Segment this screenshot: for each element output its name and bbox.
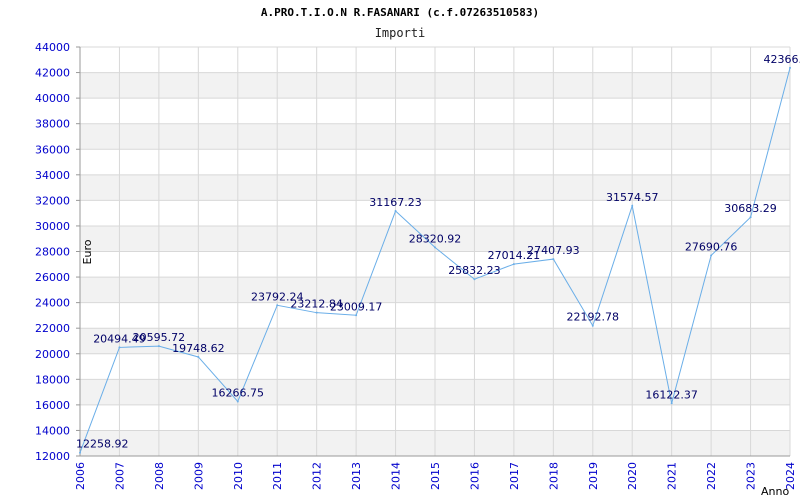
y-tick-label: 18000: [35, 373, 70, 386]
data-point: [512, 263, 515, 266]
series-line-group: [79, 66, 791, 454]
x-tick-label: 2006: [74, 462, 87, 490]
y-axis-label: Euro: [81, 239, 94, 264]
x-tick-label: 2012: [311, 462, 324, 490]
y-tick-label: 30000: [35, 220, 70, 233]
x-tick-label: 2009: [192, 462, 205, 490]
data-label: 42366.: [764, 53, 800, 66]
data-label: 16122.37: [645, 388, 698, 401]
x-tick-label: 2023: [745, 462, 758, 490]
data-point: [197, 355, 200, 358]
x-tick-label: 2011: [271, 462, 284, 490]
data-label: 23792.24: [251, 290, 304, 303]
data-point: [157, 345, 160, 348]
x-tick-label: 2024: [784, 462, 797, 490]
y-tick-label: 24000: [35, 297, 70, 310]
data-label: 31574.57: [606, 191, 659, 204]
y-tick-label: 44000: [35, 41, 70, 54]
data-point: [355, 314, 358, 317]
y-tick-label: 22000: [35, 322, 70, 335]
data-label: 27690.76: [685, 240, 738, 253]
data-label: 19748.62: [172, 342, 225, 355]
y-tick-label: 26000: [35, 271, 70, 284]
data-label: 27014.21: [488, 249, 541, 262]
data-label: 30683.29: [724, 202, 777, 215]
x-tick-label: 2013: [350, 462, 363, 490]
x-tick-label: 2020: [626, 462, 639, 490]
data-point: [670, 402, 673, 405]
data-label: 23009.17: [330, 300, 383, 313]
x-axis-label: Anno: [761, 485, 789, 498]
chart-title: A.PRO.T.I.O.N R.FASANARI (c.f.0726351058…: [261, 6, 539, 19]
chart-subtitle: Importi: [375, 26, 426, 40]
y-tick-label: 20000: [35, 348, 70, 361]
data-point: [118, 346, 121, 349]
data-point: [631, 204, 634, 207]
data-label: 23212.84: [290, 298, 343, 311]
x-tick-labels: 2006 2007 2008 2009 2010 2011 2012 2013 2014 2015…: [74, 462, 797, 490]
data-label: 20494.49: [93, 332, 146, 345]
y-tick-label: 28000: [35, 246, 70, 259]
y-tick-label: 36000: [35, 143, 70, 156]
data-point: [591, 324, 594, 327]
data-point: [276, 304, 279, 307]
y-tick-label: 16000: [35, 399, 70, 412]
y-tick-label: 32000: [35, 194, 70, 207]
x-tick-label: 2022: [705, 462, 718, 490]
data-label: 27407.93: [527, 244, 580, 257]
data-point: [552, 258, 555, 261]
data-point: [710, 254, 713, 257]
data-point: [434, 246, 436, 249]
data-point: [236, 400, 239, 403]
data-label: 16266.75: [212, 386, 265, 399]
x-tick-label: 2007: [113, 462, 126, 490]
data-label: 28320.92: [409, 232, 462, 245]
y-tick-label: 14000: [35, 424, 70, 437]
x-tick-label: 2017: [508, 462, 521, 490]
data-label: 12258.92: [76, 438, 129, 451]
data-label: 20595.72: [133, 331, 186, 344]
y-tick-label: 12000: [35, 450, 70, 463]
x-tick-label: 2019: [587, 462, 600, 490]
y-tick-label: 42000: [35, 67, 70, 80]
data-point: [789, 66, 791, 69]
y-tick-label: 34000: [35, 169, 70, 182]
data-label: 25832.23: [448, 264, 501, 277]
y-tick-label: 40000: [35, 92, 70, 105]
data-point: [394, 210, 397, 213]
x-tick-label: 2015: [429, 462, 442, 490]
y-tick-label: 38000: [35, 118, 70, 131]
data-point: [749, 216, 752, 219]
data-point: [473, 278, 476, 281]
y-tick-labels: 12000 14000 16000 18000 20000 22000 24000 26000…: [35, 41, 80, 463]
data-point: [79, 451, 81, 454]
x-tick-label: 2008: [153, 462, 166, 490]
x-tick-label: 2014: [390, 462, 403, 490]
x-tick-label: 2010: [232, 462, 245, 490]
x-tick-label: 2021: [666, 462, 679, 490]
x-tick-label: 2016: [468, 462, 481, 490]
data-label: 22192.78: [567, 311, 620, 324]
data-point: [315, 311, 318, 314]
data-label: 31167.23: [369, 196, 422, 209]
x-tick-label: 2018: [547, 462, 560, 490]
